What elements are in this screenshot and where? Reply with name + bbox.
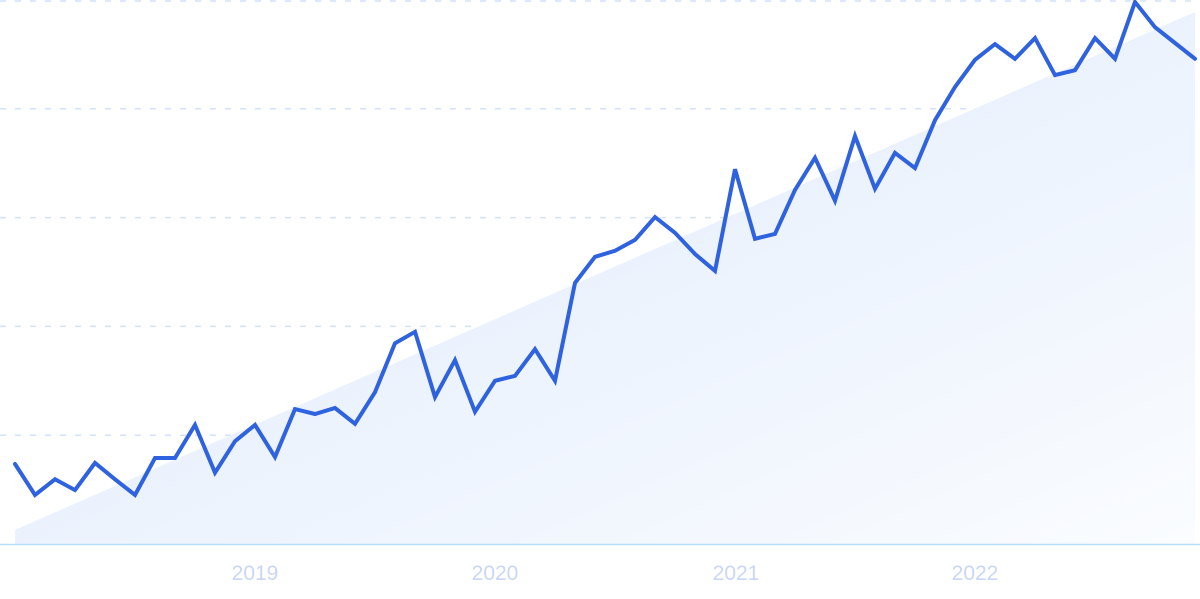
x-tick-label-2021: 2021 [713,562,760,585]
trendline-area [15,11,1195,544]
x-axis-labels: 2019 2020 2021 2022 [232,562,999,585]
trend-line [13,0,1197,499]
x-tick-label-2019: 2019 [232,562,279,585]
x-tick-label-2022: 2022 [952,562,999,585]
x-tick-label-2020: 2020 [472,562,519,585]
